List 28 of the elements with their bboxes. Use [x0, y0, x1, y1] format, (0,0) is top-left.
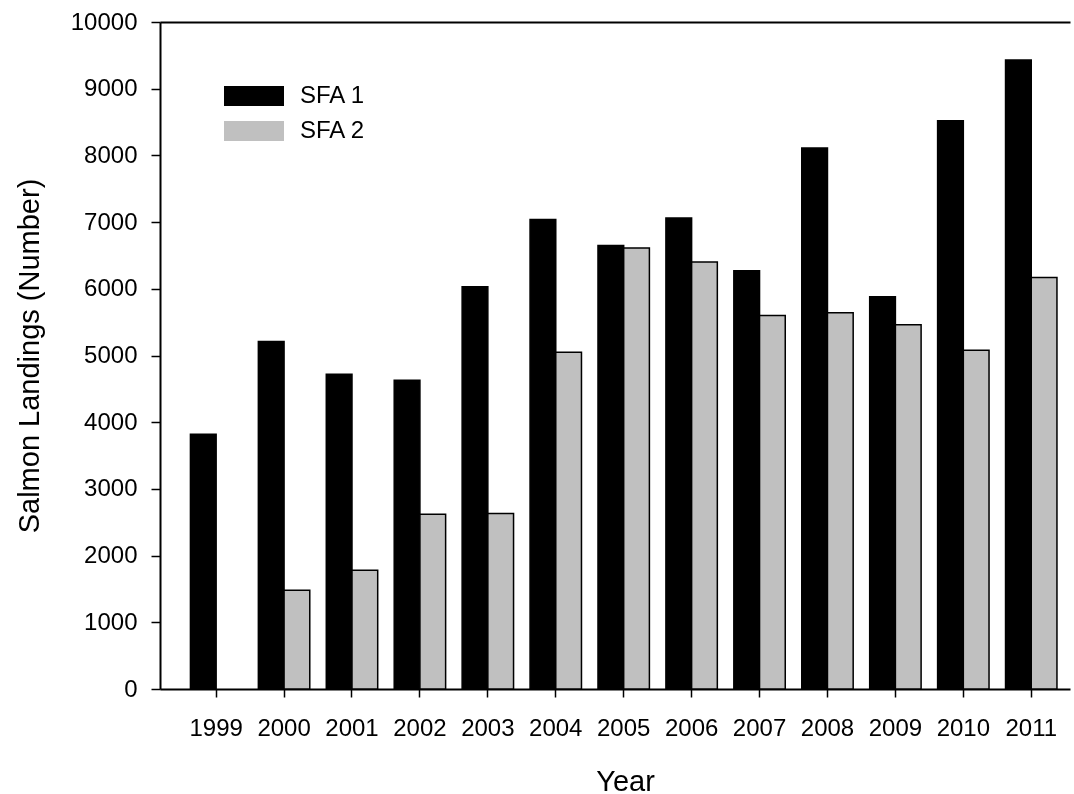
x-tick-label: 2010	[936, 713, 991, 741]
x-tick-label: 2008	[800, 713, 855, 741]
y-tick-label: 10000	[70, 7, 138, 35]
legend-label: SFA 2	[300, 116, 365, 143]
x-tick-label: 2011	[1005, 713, 1058, 741]
y-tick-label: 4000	[84, 407, 138, 435]
x-tick-label: 2002	[393, 713, 447, 741]
x-tick-label: 1999	[189, 713, 243, 741]
x-tick-label: 2000	[257, 713, 311, 741]
y-tick-label: 6000	[84, 274, 138, 302]
x-tick-label: 2005	[597, 713, 651, 741]
x-axis-title: Year	[596, 764, 656, 794]
x-tick-label: 2006	[664, 713, 719, 741]
x-tick-label: 2001	[325, 713, 379, 741]
x-tick-label: 2003	[461, 713, 515, 741]
x-tick-label: 2007	[732, 713, 787, 741]
y-axis-title: Salmon Landings (Number)	[12, 178, 45, 534]
x-tick-label: 2004	[529, 713, 583, 741]
legend-label: SFA 1	[300, 81, 365, 108]
y-tick-label: 3000	[84, 474, 138, 502]
y-tick-label: 2000	[84, 541, 138, 569]
y-tick-label: 7000	[84, 207, 138, 235]
y-tick-label: 9000	[84, 74, 138, 102]
y-tick-label: 5000	[84, 341, 138, 368]
y-tick-label: 0	[124, 674, 138, 702]
x-tick-label: 2009	[868, 713, 923, 741]
y-tick-label: 8000	[84, 140, 138, 168]
y-tick-label: 1000	[84, 607, 138, 635]
